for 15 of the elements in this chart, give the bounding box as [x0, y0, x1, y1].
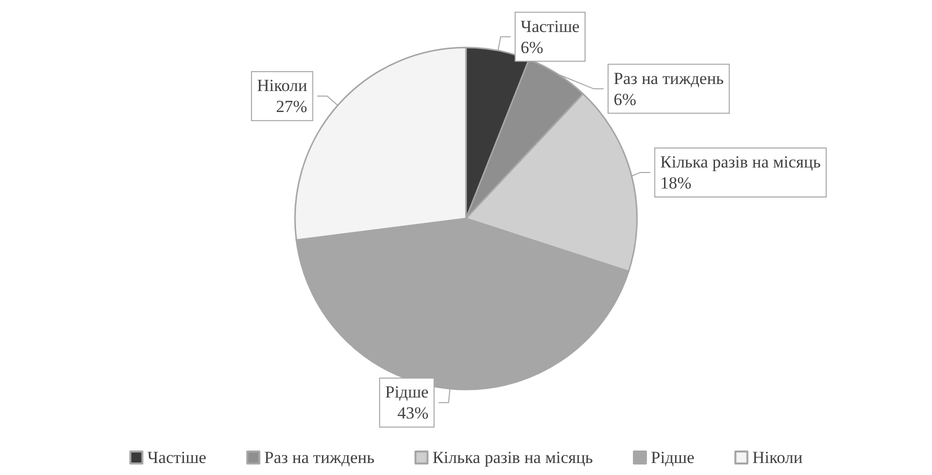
slice-label: Кілька разів на місяць — [660, 152, 821, 172]
slice-label: Частіше — [520, 16, 580, 36]
data-label: 6% — [614, 90, 636, 109]
legend-label: Ніколи — [752, 448, 803, 467]
legend-label: Частіше — [147, 448, 206, 467]
slice-label: Рідше — [385, 382, 429, 402]
legend-label: Рідше — [650, 448, 694, 467]
slice-label: Раз на тиждень — [614, 68, 724, 88]
data-label: 43% — [397, 404, 429, 423]
data-label: 6% — [520, 38, 544, 57]
data-label: 27% — [276, 97, 308, 116]
data-label: 18% — [660, 173, 692, 192]
legend-label: Раз на тиждень — [264, 448, 375, 467]
legend-label: Кілька разів на місяць — [432, 448, 594, 467]
slice-label: Ніколи — [256, 76, 308, 96]
